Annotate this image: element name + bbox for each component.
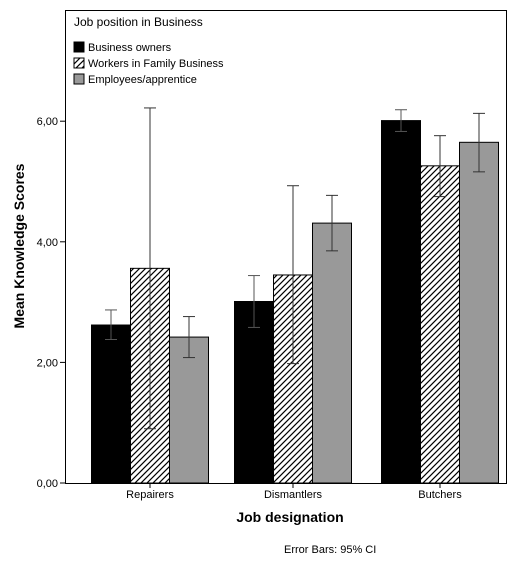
- legend-items: Business owners Workers in Family Busines…: [73, 41, 224, 86]
- x-tick-label: Repairers: [126, 489, 174, 501]
- x-axis-label: Job designation: [236, 509, 343, 525]
- legend-label: Workers in Family Business: [88, 58, 224, 70]
- bar: [169, 336, 209, 484]
- legend-swatch: [73, 73, 85, 85]
- bar: [312, 222, 352, 484]
- plot-frame: [65, 10, 507, 484]
- legend: Job position in Business Business owners…: [73, 15, 224, 86]
- legend-swatch: [73, 41, 85, 53]
- y-tick-label: 6,00: [37, 116, 58, 128]
- y-tick-label: 2,00: [37, 357, 58, 369]
- y-axis-label: Mean Knowledge Scores: [11, 163, 27, 328]
- error-bars: [105, 107, 485, 430]
- bar: [381, 120, 421, 484]
- legend-title: Job position in Business: [74, 15, 203, 29]
- bar: [459, 141, 499, 484]
- error-bars-note: Error Bars: 95% CI: [284, 544, 376, 556]
- x-tick-label: Dismantlers: [264, 489, 323, 501]
- legend-label: Employees/apprentice: [88, 74, 197, 86]
- legend-swatch: [73, 57, 85, 69]
- x-axis: Repairers Dismantlers Butchers: [126, 483, 462, 501]
- bar: [91, 324, 131, 484]
- bar: [420, 165, 460, 484]
- legend-label: Business owners: [88, 42, 172, 54]
- y-tick-label: 0,00: [37, 478, 58, 490]
- y-tick-label: 4,00: [37, 237, 58, 249]
- x-tick-label: Butchers: [418, 489, 462, 501]
- bar: [234, 300, 274, 484]
- y-axis: 0,00 2,00 4,00 6,00: [37, 116, 65, 490]
